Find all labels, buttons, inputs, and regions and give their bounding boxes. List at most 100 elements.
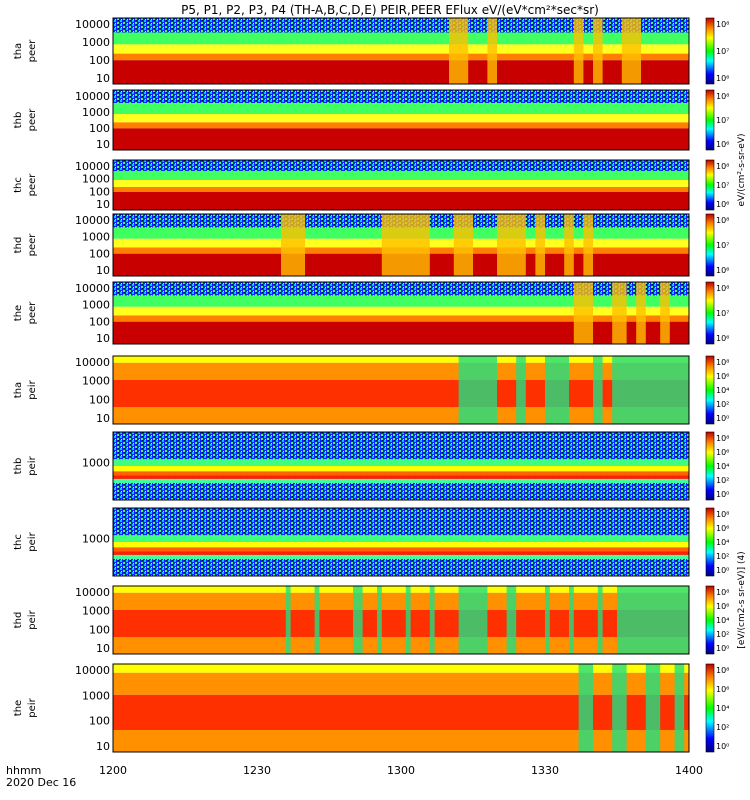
panel-species-label: peir [27,531,38,551]
event-mark [285,586,291,654]
panel-thd-peir: 10000 1000 100 10 thd peir 10⁸ 10⁶ 10⁴ 10² 10⁰ [13,585,729,655]
y-tick-label: 10 [96,740,110,753]
colorbar-tick: 10⁰ [716,742,729,751]
band-green [113,295,689,307]
event-mark [458,586,488,654]
event-mark [573,282,593,344]
panel-species-label: peer [27,233,38,257]
band-red [113,321,689,344]
event-mark [593,356,603,424]
band-orange [113,315,689,322]
event-mark [314,586,320,654]
event-mark [453,214,473,276]
panel-frame [112,507,690,577]
colorbar-tick: 10² [716,723,729,732]
x-tick-label: 1300 [387,764,415,777]
panel-species-label: peer [27,301,38,325]
y-tick-label: 100 [89,185,110,198]
band-orange [113,547,689,552]
y-tick-label: 1000 [82,533,110,546]
panel-probe-label: tha [13,43,24,59]
colorbar-tick: 10⁷ [716,116,729,125]
panel-frame [112,663,690,753]
y-tick-label: 100 [89,393,110,406]
panel-species-label: peir [27,455,38,475]
band-yellow [113,44,689,54]
band-yellow-top [113,356,689,363]
noise-band [113,18,689,33]
colorbar-tick: 10⁸ [716,666,729,675]
event-mark [593,18,603,84]
event-mark [612,356,689,424]
y-tick-label: 1000 [82,689,110,702]
y-tick-label: 1000 [82,106,110,119]
panel-probe-label: thb [13,112,24,129]
band-orange [113,187,689,192]
colorbar [705,355,715,425]
panel-tha-peer: 10000 1000 100 10 tha peer 10⁸ 10⁷ 10⁶ [13,17,729,85]
colorbar-tick: 10⁸ [716,588,729,597]
colorbar-tick: 10⁸ [716,434,729,443]
colorbar [705,663,715,753]
y-tick-label: 100 [89,623,110,636]
band-red [113,551,689,555]
y-tick-label: 1000 [82,605,110,618]
event-mark [516,356,526,424]
event-mark [564,214,574,276]
event-mark [281,214,305,276]
event-mark [506,586,517,654]
panel-species-label: peir [27,697,38,717]
event-mark [612,664,627,752]
colorbar-tick: 10⁸ [716,20,729,29]
band-orange-low [113,730,689,752]
band-mid [113,459,689,466]
noise-band [113,90,689,104]
colorbar-tick: 10⁷ [716,47,729,56]
colorbar-tick: 10⁴ [716,616,729,625]
colorbar-tick: 10⁴ [716,386,729,395]
colorbar-tick: 10⁸ [716,216,729,225]
band-orange [113,122,689,129]
band-red [113,60,689,84]
x-axis-date: 2020 Dec 16 [6,776,76,789]
colorbar-tick: 10⁶ [716,602,729,611]
colorbar-tick: 10⁶ [716,266,729,275]
band-red [113,192,689,210]
panel-frame [112,17,690,85]
band-red [113,609,689,637]
event-mark [660,282,670,344]
colorbar-tick: 10⁶ [716,74,729,83]
band-green [113,103,689,114]
panel-species-label: peer [27,39,38,63]
y-tick-label: 100 [89,715,110,728]
panel-probe-label: thb [13,458,24,475]
noise-band [113,282,689,296]
event-mark [487,18,497,84]
colorbar-tick: 10² [716,476,729,485]
event-mark [573,18,584,84]
band-yellow [113,306,689,316]
y-tick-label: 1000 [82,299,110,312]
event-mark [621,18,641,84]
y-tick-label: 10000 [75,160,110,173]
colorbar [705,159,715,211]
colorbar-tick: 10⁶ [716,448,729,457]
x-tick-label: 1230 [243,764,271,777]
y-tick-label: 10000 [75,356,110,369]
y-tick-label: 100 [89,54,110,67]
event-mark [617,586,689,654]
colorbar-tick: 10⁸ [716,358,729,367]
panel-thb-peir: 1000 thb peir 10⁸ 10⁶ 10⁴ 10² 10⁰ [13,431,729,501]
colorbar-tick: 10⁶ [716,685,729,694]
panel-species-label: peir [27,379,38,399]
event-mark [458,356,497,424]
y-tick-label: 1000 [82,173,110,186]
colorbar-label-ion: [eV/(cm2-s sr-eV)] (4) [737,551,747,648]
colorbar-tick: 10⁶ [716,372,729,381]
event-mark [405,586,411,654]
band-red [113,475,689,479]
colorbar-tick: 10² [716,400,729,409]
panel-probe-label: tha [13,382,24,398]
